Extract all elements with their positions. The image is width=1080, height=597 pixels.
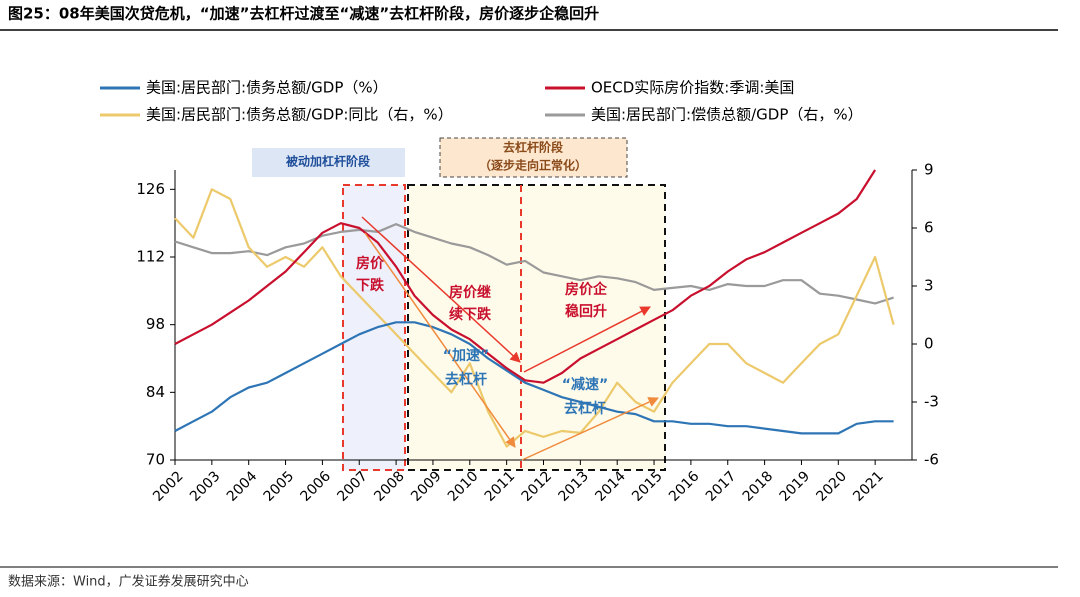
chart-title: 图25：08年美国次贷危机，“加速”去杠杆过渡至“减速”去杠杆阶段，房价逐步企稳… [8, 5, 599, 23]
y2-tick-label: 6 [924, 219, 934, 237]
x-tick-label: 2018 [740, 468, 777, 505]
y2-tick-label: 0 [924, 335, 934, 353]
x-tick-label: 2002 [150, 468, 187, 505]
series-line [174, 321, 894, 435]
annotation: （逐步走向正常化） [479, 158, 587, 173]
annotation: 稳回升 [565, 303, 607, 320]
annotation: “减速” [562, 376, 608, 393]
legend-label: 美国:居民部门:偿债总额/GDP（右，%） [591, 106, 863, 124]
y-tick-label: 126 [136, 180, 165, 198]
x-tick-label: 2004 [224, 468, 261, 505]
annotation: 被动加杠杆阶段 [286, 154, 371, 169]
y-tick-label: 98 [146, 315, 165, 333]
x-tick-label: 2003 [187, 468, 224, 505]
x-tick-label: 2019 [777, 468, 814, 505]
arrow [521, 397, 659, 461]
y-tick-label: 112 [136, 248, 165, 266]
stage-box [439, 137, 628, 178]
source: 数据来源：Wind，广发证券发展研究中心 [8, 574, 249, 590]
x-tick-label: 2017 [703, 468, 740, 505]
x-tick-label: 2021 [850, 468, 887, 505]
y2-tick-label: -6 [924, 451, 939, 469]
y-tick-label: 84 [146, 383, 165, 401]
arrow [361, 216, 521, 363]
legend-label: OECD实际房价指数:季调:美国 [591, 79, 794, 97]
annotation: 房价 [356, 255, 385, 272]
annotation: 房价企 [565, 281, 608, 298]
x-tick-label: 2005 [261, 468, 298, 505]
highlight-box [407, 184, 666, 471]
annotation: 房价继 [449, 284, 491, 301]
arrow [523, 306, 651, 373]
annotation: 续下跌 [449, 306, 492, 323]
x-tick-label: 2006 [298, 468, 335, 505]
x-tick-label: 2013 [555, 468, 592, 505]
x-tick-label: 2020 [813, 468, 850, 505]
annotation: 去杠杆 [564, 400, 606, 417]
x-tick-label: 2015 [629, 468, 666, 505]
x-tick-label: 2010 [445, 468, 482, 505]
annotation: 去杠杆阶段 [503, 140, 564, 155]
arrow [364, 232, 516, 448]
x-tick-label: 2009 [408, 468, 445, 505]
legend-label: 美国:居民部门:债务总额/GDP:同比（右，%） [146, 106, 453, 124]
x-tick-label: 2016 [666, 468, 703, 505]
x-tick-label: 2011 [482, 468, 519, 505]
x-tick-label: 2014 [592, 468, 629, 505]
y2-tick-label: 9 [924, 161, 934, 179]
x-tick-label: 2012 [519, 468, 556, 505]
x-tick-label: 2008 [371, 468, 408, 505]
stage-box [252, 148, 405, 177]
y2-tick-label: 3 [924, 277, 934, 295]
legend-label: 美国:居民部门:债务总额/GDP（%） [146, 79, 388, 97]
annotation: 去杠杆 [445, 371, 487, 388]
y-tick-label: 70 [146, 451, 165, 469]
series-line [174, 223, 894, 305]
series-line [174, 169, 877, 384]
x-tick-label: 2007 [334, 468, 371, 505]
y2-tick-label: -3 [924, 393, 939, 411]
annotation: 下跌 [356, 278, 385, 294]
annotation: “加速” [443, 347, 489, 364]
